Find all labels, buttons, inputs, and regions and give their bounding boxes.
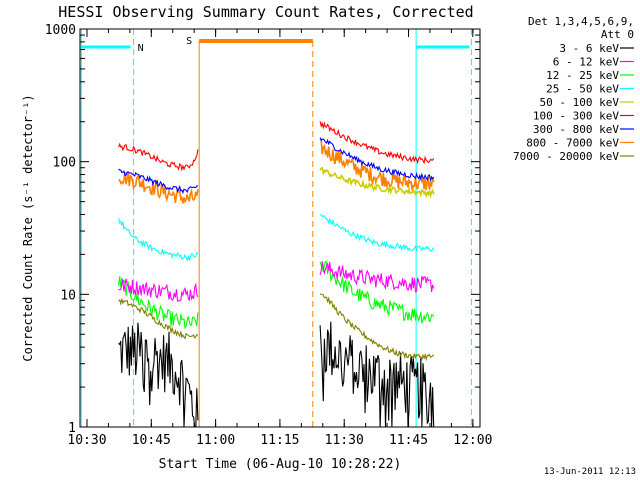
series-50-100-kev [319, 166, 435, 199]
series-line-100-300-kev [319, 121, 435, 165]
legend-header: Det 1,3,4,5,6,9, [528, 15, 634, 28]
series-line-7000-20000-kev [319, 293, 435, 362]
series-line-3-6-kev [118, 322, 199, 428]
series-layer [118, 121, 435, 428]
series-line-12-25-kev [118, 276, 199, 330]
footer-date: 13-Jun-2011 12:13 [544, 467, 636, 477]
series-line-800-7000-kev [118, 171, 199, 204]
instrument-flags: NS [80, 29, 472, 427]
legend-label-3-6-kev: 3 - 6 keV [559, 42, 619, 55]
y-tick-label: 1 [68, 421, 76, 436]
flag-n-label: N [138, 43, 144, 54]
legend-label-7000-20000-kev: 7000 - 20000 keV [513, 150, 619, 163]
series-25-50-kev [118, 213, 435, 262]
x-tick-label: 11:00 [196, 433, 235, 448]
legend-subheader: Att 0 [601, 28, 634, 41]
series-7000-20000-kev [118, 293, 435, 362]
legend-label-12-25-kev: 12 - 25 keV [546, 69, 619, 82]
x-axis-label: Start Time (06-Aug-10 10:28:22) [159, 457, 402, 472]
series-300-800-kev [118, 137, 435, 195]
legend-label-50-100-kev: 50 - 100 keV [540, 96, 620, 109]
series-100-300-kev [118, 121, 435, 172]
legend-label-300-800-kev: 300 - 800 keV [533, 123, 619, 136]
x-tick-label: 11:30 [325, 433, 364, 448]
series-line-50-100-kev [319, 166, 435, 199]
y-tick-label: 100 [53, 156, 76, 171]
y-axis-label: Corrected Count Rate (s⁻¹ detector⁻¹) [21, 94, 35, 361]
series-line-7000-20000-kev [118, 298, 199, 340]
x-tick-label: 11:15 [260, 433, 299, 448]
chart-title: HESSI Observing Summary Count Rates, Cor… [58, 3, 473, 21]
series-line-25-50-kev [118, 218, 199, 262]
legend-label-6-12-kev: 6 - 12 keV [553, 56, 620, 69]
axes: 10:30 10:45 11:00 11:15 11:30 11:45 12:00 1 10 10… [45, 23, 493, 448]
x-tick-label: 10:45 [132, 433, 171, 448]
series-line-3-6-kev [319, 321, 435, 428]
series-line-300-800-kev [319, 137, 435, 182]
x-tick-label: 10:30 [67, 433, 106, 448]
legend-label-25-50-kev: 25 - 50 keV [546, 83, 619, 96]
series-3-6-kev [118, 321, 435, 428]
y-tick-label: 10 [60, 288, 76, 303]
flag-s-label: S [186, 36, 192, 47]
series-line-100-300-kev [118, 142, 199, 172]
x-tick-label: 11:45 [389, 433, 428, 448]
series-line-6-12-kev [319, 261, 435, 293]
series-line-6-12-kev [118, 278, 199, 302]
legend-label-100-300-kev: 100 - 300 keV [533, 110, 619, 123]
series-800-7000-kev [118, 138, 435, 204]
series-line-12-25-kev [319, 260, 435, 324]
series-line-300-800-kev [118, 168, 198, 195]
y-tick-label: 1000 [45, 23, 76, 38]
x-tick-label: 12:00 [453, 433, 492, 448]
series-line-800-7000-kev [319, 138, 435, 191]
series-6-12-kev [118, 261, 435, 302]
series-line-25-50-kev [319, 213, 435, 253]
series-12-25-kev [118, 260, 435, 330]
legend-label-800-7000-kev: 800 - 7000 keV [526, 137, 619, 150]
